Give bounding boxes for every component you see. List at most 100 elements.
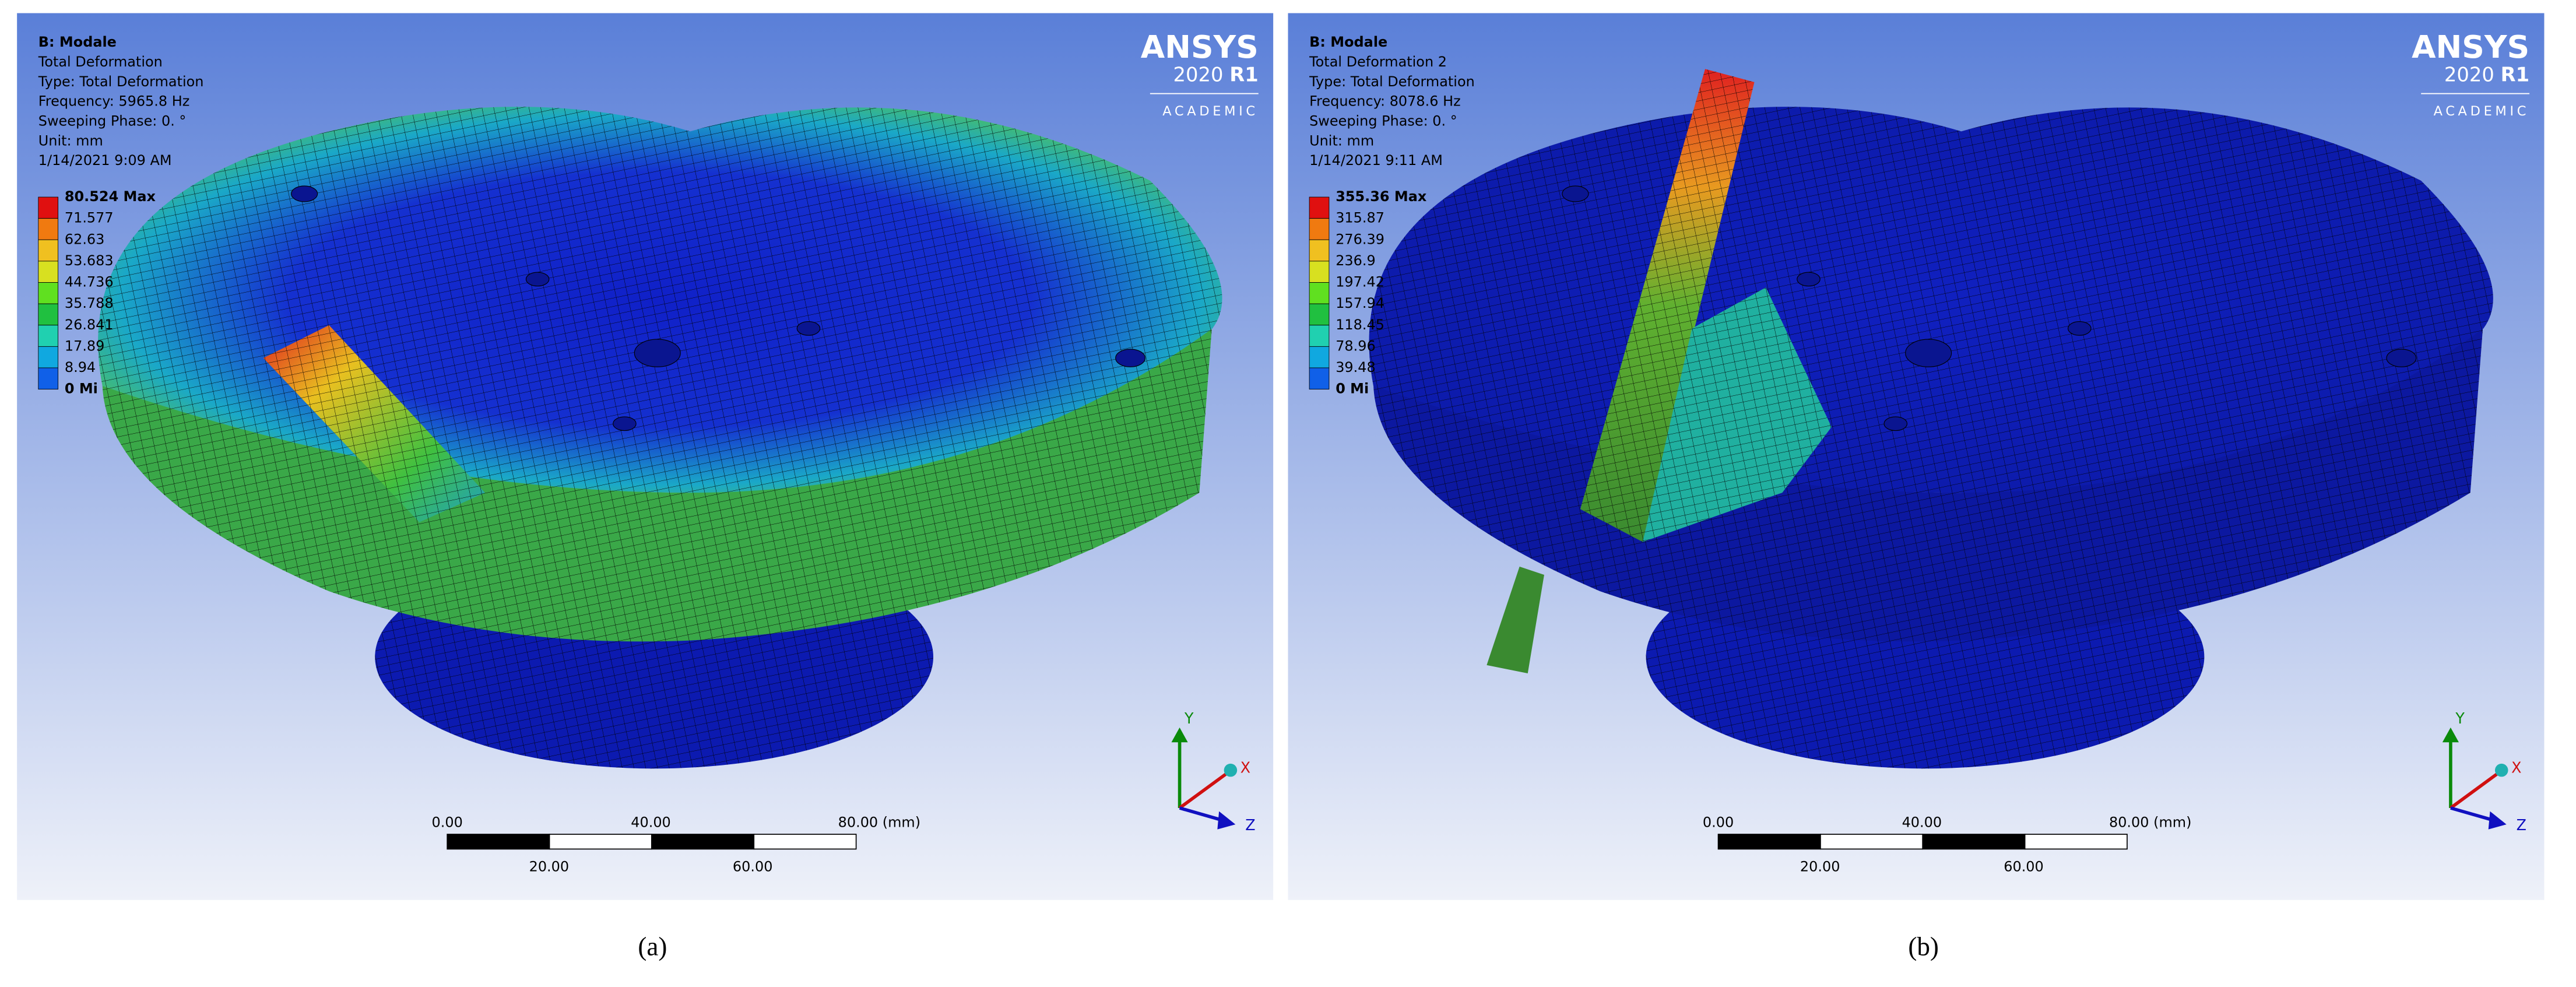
plate-side-mesh bbox=[1373, 320, 2484, 642]
scale-segment bbox=[651, 834, 755, 850]
legend-swatch bbox=[38, 196, 59, 219]
hole bbox=[1883, 416, 1908, 431]
axis-z-head bbox=[2488, 811, 2507, 830]
legend-label: 0 Mi bbox=[65, 381, 98, 397]
scale-label-bottom: 20.00 bbox=[529, 858, 570, 874]
scale-label-top: 80.00 (mm) bbox=[2109, 814, 2191, 830]
legend-label: 236.9 bbox=[1336, 252, 1376, 269]
result-header-line: Unit: mm bbox=[38, 132, 103, 149]
hole bbox=[1797, 272, 1821, 287]
legend-label: 44.736 bbox=[65, 274, 114, 290]
scale-label-top: 80.00 (mm) bbox=[838, 814, 920, 830]
legend-label: 62.63 bbox=[65, 231, 105, 247]
panel: B: Modale Total Deformation Type: Total De… bbox=[17, 13, 1274, 961]
axis-z-head bbox=[1217, 811, 1236, 830]
caption: (a) bbox=[638, 932, 667, 961]
hole bbox=[1115, 349, 1145, 367]
legend-swatch bbox=[38, 325, 59, 347]
deformed-flap-mesh bbox=[1580, 69, 1755, 542]
legend-label: 78.96 bbox=[1336, 338, 1376, 354]
legend-swatch bbox=[1309, 239, 1330, 262]
axis-x-head bbox=[1224, 763, 1238, 777]
axis-x-head bbox=[2494, 763, 2508, 777]
legend-swatch bbox=[38, 261, 59, 283]
legend-swatch bbox=[38, 346, 59, 368]
legend-label: 197.42 bbox=[1336, 274, 1384, 290]
scale-segment bbox=[1922, 834, 2026, 850]
result-header-line: Type: Total Deformation bbox=[38, 73, 204, 90]
result-header-line: 1/14/2021 9:11 AM bbox=[1309, 152, 1443, 168]
scale-label-top: 40.00 bbox=[631, 814, 671, 830]
hole bbox=[613, 416, 637, 431]
scale-label-bottom: 60.00 bbox=[733, 858, 773, 874]
axis-label: Y bbox=[1184, 709, 1194, 727]
hole bbox=[1562, 185, 1589, 202]
legend-swatch bbox=[1309, 346, 1330, 368]
hole bbox=[525, 272, 550, 287]
deformed-flap-lower bbox=[1486, 566, 1544, 673]
result-header-line: Frequency: 8078.6 Hz bbox=[1309, 93, 1461, 110]
axis-z bbox=[1179, 806, 1227, 823]
legend-label: 17.89 bbox=[65, 338, 105, 354]
scale-segment bbox=[447, 834, 550, 850]
result-header-line: Sweeping Phase: 0. ° bbox=[1309, 113, 1457, 129]
scale-label-bottom: 60.00 bbox=[2004, 858, 2044, 874]
scale-segment bbox=[549, 834, 652, 850]
axis-label: X bbox=[1240, 758, 1250, 776]
logo-year: 2020 bbox=[2444, 63, 2494, 86]
result-header-line: B: Modale bbox=[1309, 34, 1387, 50]
logo-release: R1 bbox=[1229, 63, 1259, 86]
legend-label: 0 Mi bbox=[1336, 381, 1369, 397]
legend-swatch bbox=[1309, 196, 1330, 219]
result-header-line: Sweeping Phase: 0. ° bbox=[38, 113, 187, 129]
axis-x bbox=[1178, 770, 1230, 810]
legend-label: 8.94 bbox=[65, 359, 96, 375]
result-header-line: Total Deformation 2 bbox=[1309, 54, 1447, 70]
axis-label: X bbox=[2511, 758, 2521, 776]
axis-x bbox=[2450, 770, 2501, 810]
hole bbox=[2386, 349, 2417, 367]
scale-label-bottom: 20.00 bbox=[1800, 858, 1840, 874]
fem-model bbox=[98, 107, 1222, 769]
logo-version: 2020 R1 bbox=[2444, 63, 2529, 86]
deformed-wing-mesh bbox=[1642, 287, 1832, 542]
axis-label: Z bbox=[2517, 816, 2526, 834]
legend-swatch bbox=[38, 218, 59, 240]
logo-edition: ACADEMIC bbox=[1162, 104, 1259, 119]
legend-swatch bbox=[38, 282, 59, 304]
axis-y-head bbox=[1171, 727, 1188, 743]
scale-segment bbox=[1717, 834, 1821, 850]
legend-label: 26.841 bbox=[65, 317, 114, 333]
hole bbox=[796, 321, 821, 336]
legend-swatch bbox=[38, 303, 59, 326]
legend-swatch bbox=[1309, 325, 1330, 347]
legend-swatch bbox=[1309, 282, 1330, 304]
legend-swatch bbox=[38, 239, 59, 262]
legend-label: 315.87 bbox=[1336, 210, 1384, 226]
result-header-line: Unit: mm bbox=[1309, 132, 1374, 149]
legend-label: 118.45 bbox=[1336, 317, 1384, 333]
scale-segment bbox=[1820, 834, 1924, 850]
result-header-line: 1/14/2021 9:09 AM bbox=[38, 152, 172, 168]
panel: B: Modale Total Deformation 2 Type: Total … bbox=[1288, 13, 2545, 961]
scale-label-top: 0.00 bbox=[1703, 814, 1734, 830]
result-header-line: B: Modale bbox=[38, 34, 117, 50]
hole bbox=[1905, 339, 1952, 367]
deformed-flap-mesh bbox=[263, 325, 486, 522]
scale-label-top: 0.00 bbox=[432, 814, 463, 830]
logo-edition: ACADEMIC bbox=[2434, 104, 2530, 119]
result-header-line: Type: Total Deformation bbox=[1309, 73, 1475, 90]
legend-swatch bbox=[1309, 303, 1330, 326]
logo-version: 2020 R1 bbox=[1173, 63, 1258, 86]
fem-model bbox=[1369, 69, 2493, 769]
scale-segment bbox=[2024, 834, 2128, 850]
result-header-line: Frequency: 5965.8 Hz bbox=[38, 93, 190, 110]
legend-label: 80.524 Max bbox=[65, 188, 156, 205]
axis-z bbox=[2450, 806, 2497, 823]
scale-segment bbox=[753, 834, 857, 850]
plate-side-mesh bbox=[102, 320, 1213, 642]
result-header-line: Total Deformation bbox=[38, 54, 163, 70]
legend-label: 53.683 bbox=[65, 252, 114, 269]
